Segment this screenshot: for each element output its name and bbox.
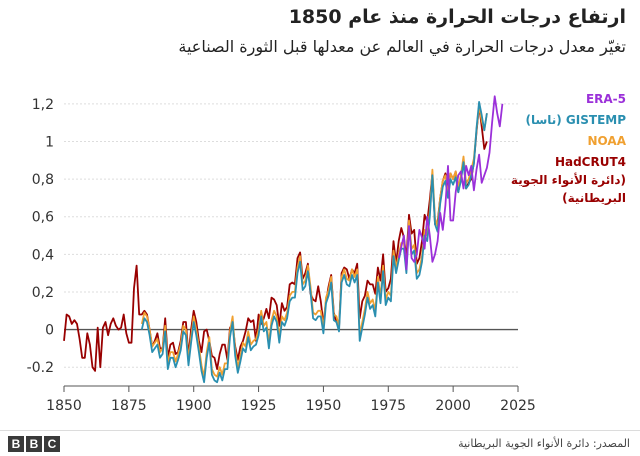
legend-gistemp: GISTEMP (ناسا) [525,113,626,127]
chart-legend: ERA-5 GISTEMP (ناسا) NOAA HadCRUT4 (دائر… [506,90,626,207]
x-tick-label: 2025 [500,398,536,414]
legend-hadcrut-line-1: HadCRUT4 [554,155,626,169]
bbc-logo: B B C [8,436,60,452]
series-line-noaa [140,104,488,378]
legend-hadcrut-line-3: البريطانية) [562,191,626,205]
source-note: المصدر: دائرة الأنواء الجوية البريطانية [458,437,630,450]
x-tick-label: 1925 [241,398,277,414]
legend-noaa: NOAA [587,134,627,148]
legend-hadcrut: HadCRUT4 (دائرة الأنواء الجوية البريطاني… [506,153,626,207]
x-tick-label: 1850 [46,398,82,414]
bbc-logo-letter-3: C [44,436,60,452]
chart-subtitle: تغيّر معدل درجات الحرارة في العالم عن مع… [178,37,626,56]
x-tick-label: 1975 [370,398,406,414]
legend-hadcrut-line-2: (دائرة الأنواء الجوية [510,173,626,187]
x-tick-label: 1875 [111,398,147,414]
chart-title: ارتفاع درجات الحرارة منذ عام 1850 [288,6,626,28]
bbc-logo-letter-1: B [8,436,24,452]
y-tick-label: 0,8 [32,172,54,188]
y-tick-label: -0.2 [27,360,54,376]
y-tick-label: 0,4 [32,247,54,263]
x-tick-label: 1950 [306,398,342,414]
x-tick-label: 2000 [435,398,471,414]
y-tick-label: 1,2 [32,97,54,113]
footer-divider [0,430,640,431]
y-tick-label: 0,6 [32,210,54,226]
bbc-logo-letter-2: B [26,436,42,452]
x-tick-label: 1900 [176,398,212,414]
series-line-gistemp [140,101,488,384]
y-tick-label: 0,2 [32,285,54,301]
series-line-era5 [397,95,504,271]
y-tick-label: 1 [45,134,54,150]
legend-era5: ERA-5 [585,92,626,106]
y-tick-label: 0 [45,323,54,339]
temperature-line-chart: -0.2 0 0,2 0,4 0,6 0,8 1 1,2 1850 1875 1900 1925 195… [27,95,536,414]
